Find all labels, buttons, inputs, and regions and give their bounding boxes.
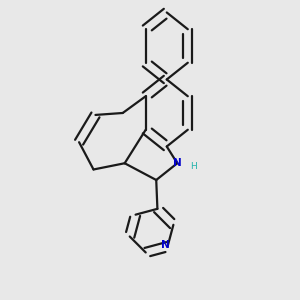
Text: N: N	[173, 158, 182, 168]
Text: N: N	[161, 240, 170, 250]
Text: H: H	[190, 162, 197, 171]
